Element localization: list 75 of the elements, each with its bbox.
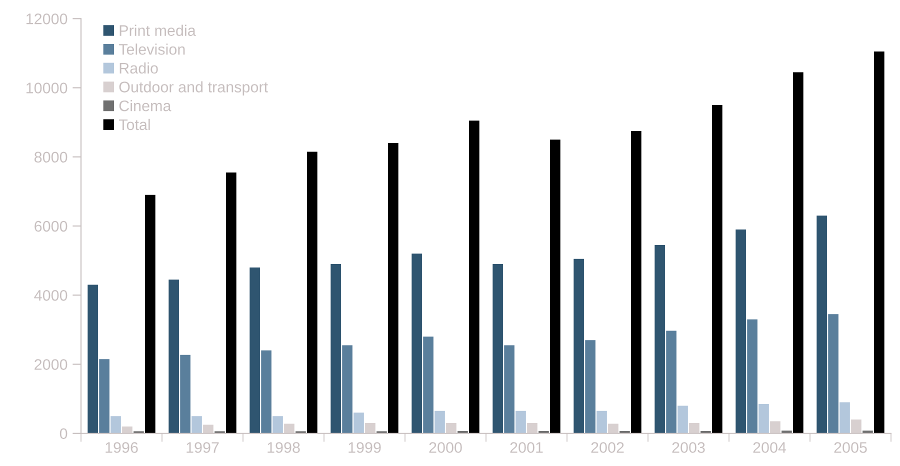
bar (330, 264, 341, 434)
bar (862, 430, 873, 434)
x-tick-label: 1998 (268, 442, 300, 453)
bar (550, 140, 560, 434)
bar (434, 410, 445, 434)
bar (574, 258, 584, 434)
bar (469, 120, 480, 434)
bar (203, 424, 214, 434)
bar (782, 430, 792, 434)
bar (99, 359, 110, 434)
legend-label: Cinema (119, 100, 172, 112)
bar (388, 143, 398, 434)
bar (88, 284, 98, 434)
x-tick-label: 1999 (348, 442, 381, 453)
bar (770, 421, 780, 434)
legend-label: Total (118, 118, 150, 130)
bar (654, 245, 665, 434)
bar (272, 416, 283, 434)
bar (516, 410, 526, 434)
bar (585, 340, 596, 434)
bar (284, 424, 294, 434)
legend-label: Radio (120, 62, 158, 74)
x-tick-label: 2004 (753, 442, 786, 453)
bar (678, 406, 688, 434)
bar (712, 105, 722, 434)
x-tick-label: 1996 (106, 442, 138, 453)
y-tick-label: 8000 (34, 152, 68, 163)
x-tick-label: 2003 (672, 442, 705, 453)
bar (840, 402, 850, 434)
bar (261, 350, 272, 434)
y-tick-label: 0 (60, 428, 68, 440)
bar (504, 345, 514, 434)
y-tick-label: 2000 (34, 359, 68, 370)
y-tick-label: 12000 (26, 14, 68, 24)
bar (122, 426, 132, 434)
bar (168, 280, 179, 434)
x-tick-label: 2002 (591, 442, 624, 453)
bar (851, 420, 862, 434)
bar (307, 152, 318, 434)
y-tick-label: 6000 (34, 220, 68, 232)
x-tick-label: 2001 (510, 442, 543, 453)
bar (736, 229, 746, 434)
bar (145, 194, 156, 434)
bar (874, 51, 884, 434)
bar (192, 416, 202, 434)
bar (365, 423, 376, 434)
x-tick-label: 1997 (186, 442, 219, 453)
legend-label: Television (118, 44, 185, 55)
bar (816, 216, 827, 434)
bar (342, 345, 352, 434)
bar (666, 330, 676, 434)
bar (747, 319, 758, 434)
bar (828, 314, 838, 434)
bar (354, 412, 364, 434)
bar (446, 423, 456, 434)
x-tick-label: 2000 (429, 442, 462, 453)
x-tick-label: 2005 (834, 442, 867, 453)
bar (527, 423, 538, 434)
bar (631, 130, 642, 434)
bar (793, 72, 804, 434)
y-tick-label: 10000 (26, 82, 68, 94)
bar (492, 264, 503, 434)
y-tick-label: 4000 (34, 290, 68, 301)
bar (758, 404, 769, 434)
legend-label: Print media (120, 24, 196, 36)
bar (110, 416, 121, 434)
bar (423, 336, 434, 434)
bar (608, 424, 618, 434)
bar (226, 172, 236, 434)
bar (180, 354, 190, 434)
bar (250, 267, 260, 434)
legend-label: Outdoor and transport (119, 81, 268, 96)
bar (596, 410, 607, 434)
bar (412, 254, 422, 434)
bar (689, 423, 700, 434)
